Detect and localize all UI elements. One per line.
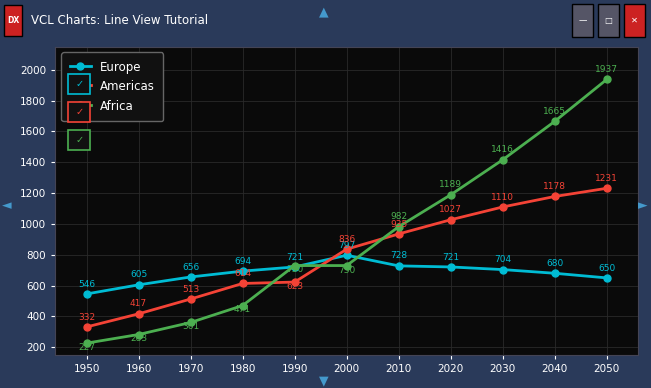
Text: ✓: ✓	[75, 107, 83, 117]
Text: 650: 650	[598, 263, 615, 272]
Text: 1937: 1937	[595, 65, 618, 74]
Text: 614: 614	[234, 269, 251, 278]
FancyBboxPatch shape	[4, 5, 22, 36]
Text: 1027: 1027	[439, 205, 462, 214]
Text: 694: 694	[234, 257, 251, 266]
Text: 704: 704	[494, 255, 511, 264]
Text: 935: 935	[390, 220, 408, 229]
FancyBboxPatch shape	[68, 130, 90, 150]
Text: 623: 623	[286, 282, 303, 291]
FancyBboxPatch shape	[572, 4, 593, 37]
Text: 227: 227	[78, 343, 95, 352]
Text: 361: 361	[182, 322, 199, 331]
Text: 730: 730	[338, 266, 355, 275]
Text: ◄: ◄	[2, 199, 12, 212]
Text: 605: 605	[130, 270, 147, 279]
Text: 680: 680	[546, 259, 563, 268]
Text: 1416: 1416	[492, 146, 514, 154]
Text: VCL Charts: Line View Tutorial: VCL Charts: Line View Tutorial	[31, 14, 208, 27]
Text: 836: 836	[338, 235, 355, 244]
FancyBboxPatch shape	[68, 102, 90, 122]
Text: 417: 417	[130, 300, 147, 308]
Text: 1178: 1178	[543, 182, 566, 191]
Text: 982: 982	[390, 212, 408, 221]
Text: 332: 332	[78, 313, 95, 322]
FancyBboxPatch shape	[68, 74, 90, 94]
Text: ✓: ✓	[75, 80, 83, 89]
Legend: Europe, Americas, Africa: Europe, Americas, Africa	[61, 52, 163, 121]
FancyBboxPatch shape	[598, 4, 619, 37]
Text: 656: 656	[182, 263, 199, 272]
Text: 721: 721	[286, 253, 303, 262]
Text: 1110: 1110	[492, 192, 514, 201]
Text: □: □	[604, 16, 613, 25]
Text: 721: 721	[442, 253, 459, 262]
Text: 1665: 1665	[543, 107, 566, 116]
FancyBboxPatch shape	[624, 4, 645, 37]
Text: 546: 546	[78, 279, 95, 289]
Text: 471: 471	[234, 305, 251, 314]
Text: ✓: ✓	[75, 135, 83, 145]
Text: 730: 730	[286, 265, 303, 274]
Text: 283: 283	[130, 334, 147, 343]
Text: ✕: ✕	[631, 16, 638, 25]
Text: 728: 728	[390, 251, 408, 260]
Text: 1189: 1189	[439, 180, 462, 189]
Text: —: —	[578, 16, 587, 25]
Text: DX: DX	[7, 16, 19, 25]
Text: 513: 513	[182, 285, 199, 294]
Text: ►: ►	[637, 199, 647, 212]
Text: 797: 797	[338, 241, 355, 250]
Text: 1231: 1231	[595, 174, 618, 183]
Text: ▲: ▲	[319, 6, 328, 19]
Text: ▼: ▼	[319, 374, 328, 387]
